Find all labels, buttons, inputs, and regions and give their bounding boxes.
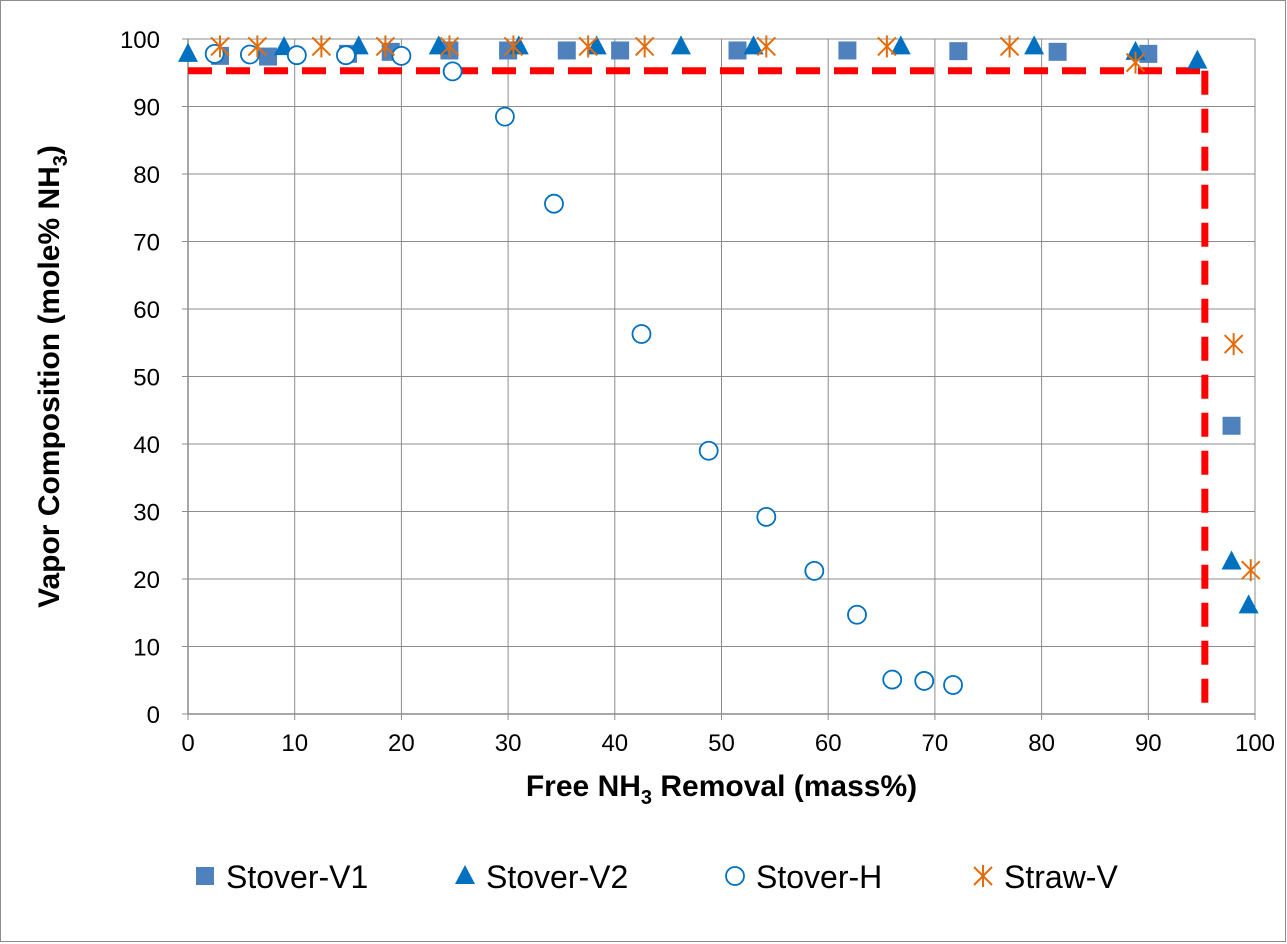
stover-h-point [544, 193, 564, 214]
stover-h-point [847, 604, 867, 625]
stover-v1-point [838, 41, 857, 60]
straw-v-point [375, 35, 396, 58]
stover-v2-point [428, 35, 449, 55]
x-tick-label: 40 [601, 730, 628, 757]
straw-v-point [439, 35, 460, 58]
y-tick-label: 100 [120, 27, 160, 54]
stover-v2-point [1221, 550, 1242, 570]
stover-v2-point [1125, 40, 1146, 60]
x-tick-label: 70 [922, 730, 949, 757]
legend-marker [973, 865, 993, 887]
stover-h-point [391, 45, 412, 66]
stover-h-point [914, 671, 935, 691]
straw-v-point [756, 35, 777, 58]
y-tick-label: 60 [133, 297, 160, 324]
straw-v-point [578, 35, 598, 58]
stover-v1-point [728, 41, 747, 60]
stover-h-point [804, 561, 825, 581]
legend-label: Stover-V2 [486, 859, 628, 895]
straw-v-point [247, 35, 268, 58]
stover-h-point [286, 45, 307, 66]
legend-marker [725, 866, 745, 886]
y-tick-label: 70 [133, 230, 160, 257]
x-tick-label: 60 [815, 730, 842, 757]
y-tick-label: 20 [133, 567, 160, 594]
series-stover-h [204, 43, 963, 695]
stover-h-point [631, 324, 652, 344]
stover-v2-point [178, 42, 198, 62]
y-tick-label: 50 [133, 365, 160, 392]
stover-v1-point [1222, 416, 1241, 435]
x-tick-label: 100 [1235, 730, 1275, 757]
stover-h-point [756, 507, 777, 527]
legend-marker [196, 867, 214, 885]
gridlines [187, 38, 1256, 715]
y-tick-label: 40 [133, 432, 160, 459]
stover-h-point [494, 106, 515, 127]
legend: Stover-V1 Stover-V2 Stover-H Straw-V [196, 859, 1118, 895]
stover-h-point [698, 440, 719, 461]
x-tick-label: 0 [181, 730, 194, 757]
series-stover-v2 [178, 35, 1259, 614]
stover-h-point [943, 675, 963, 695]
y-tick-label: 10 [133, 635, 160, 662]
series-stover-v1 [211, 41, 1241, 435]
x-tick-label: 20 [388, 730, 415, 757]
y-tick-label: 80 [133, 162, 160, 189]
x-tick-label: 50 [708, 730, 735, 757]
stover-v1-point [949, 42, 968, 61]
straw-v-point [311, 35, 332, 58]
y-axis-title: Vapor Composition (mole% NH3) [33, 145, 72, 608]
x-tick-label: 90 [1135, 730, 1162, 757]
legend-item-stover-v2: Stover-V2 [455, 859, 628, 895]
legend-marker [455, 865, 475, 884]
y-tick-label: 90 [133, 95, 160, 122]
series-straw-v [210, 35, 1261, 582]
straw-v-point [634, 35, 655, 58]
stover-h-point [442, 61, 463, 82]
straw-v-point [503, 35, 524, 58]
legend-item-stover-h: Stover-H [725, 859, 882, 895]
straw-v-point [999, 35, 1020, 58]
straw-v-point [1223, 333, 1244, 356]
straw-v-point [1241, 559, 1261, 582]
straw-v-point [1125, 51, 1146, 74]
legend-label: Stover-V1 [226, 859, 368, 895]
legend-label: Straw-V [1004, 859, 1118, 895]
x-tick-label: 30 [495, 730, 522, 757]
stover-v2-point [890, 35, 911, 55]
stover-v2-point [1024, 35, 1045, 55]
y-tick-label: 30 [133, 500, 160, 527]
legend-item-stover-v1: Stover-V1 [196, 859, 368, 895]
stover-v1-point [1048, 42, 1067, 61]
straw-v-point [877, 35, 897, 58]
x-axis-title: Free NH3 Removal (mass%) [526, 770, 917, 809]
legend-label: Stover-H [756, 859, 882, 895]
stover-v2-point [670, 35, 691, 55]
stover-h-point [882, 669, 903, 690]
stover-h-point [336, 45, 356, 66]
stover-v1-point [557, 41, 576, 60]
legend-item-straw-v: Straw-V [973, 859, 1118, 895]
y-tick-label: 0 [147, 702, 160, 729]
stover-v1-point [611, 41, 630, 60]
straw-v-point [210, 35, 230, 58]
stover-v2-point [1238, 594, 1259, 614]
stover-v2-point [743, 35, 764, 55]
x-tick-label: 10 [281, 730, 308, 757]
x-tick-label: 80 [1028, 730, 1055, 757]
stover-v2-point [1187, 49, 1208, 69]
